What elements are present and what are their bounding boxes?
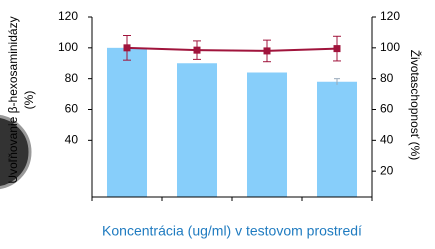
marker bbox=[264, 47, 271, 54]
y2-tick-label: 80 bbox=[380, 71, 394, 85]
y-tick-label: 80 bbox=[65, 71, 79, 85]
y-label: (%) bbox=[22, 91, 36, 110]
y2-tick-label: 20 bbox=[380, 163, 394, 177]
marker bbox=[194, 47, 201, 54]
y-tick-label: 100 bbox=[58, 40, 78, 54]
marker bbox=[334, 45, 341, 52]
marker bbox=[124, 44, 131, 51]
bar bbox=[247, 73, 287, 198]
y2-label: Životaschopnosť (%) bbox=[408, 50, 423, 161]
x-label: Koncentrácia (ug/ml) v testovom prostred… bbox=[102, 223, 362, 239]
y2-tick-label: 100 bbox=[380, 40, 400, 54]
y-label: Uvoľňovanie β-hexosaminidázy bbox=[6, 16, 20, 183]
bar bbox=[317, 82, 357, 197]
bar bbox=[107, 48, 147, 197]
y-tick-label: 120 bbox=[58, 9, 78, 23]
bar bbox=[177, 63, 217, 197]
line bbox=[127, 48, 337, 51]
y-tick-label: 60 bbox=[65, 102, 79, 116]
y-tick-label: 40 bbox=[65, 133, 79, 147]
chart: Uvoľňovanie β-hexosaminidázy (%) Životas… bbox=[0, 0, 435, 244]
y2-tick-label: 40 bbox=[380, 133, 394, 147]
y2-tick-label: 60 bbox=[380, 102, 394, 116]
y2-tick-label: 120 bbox=[380, 9, 400, 23]
